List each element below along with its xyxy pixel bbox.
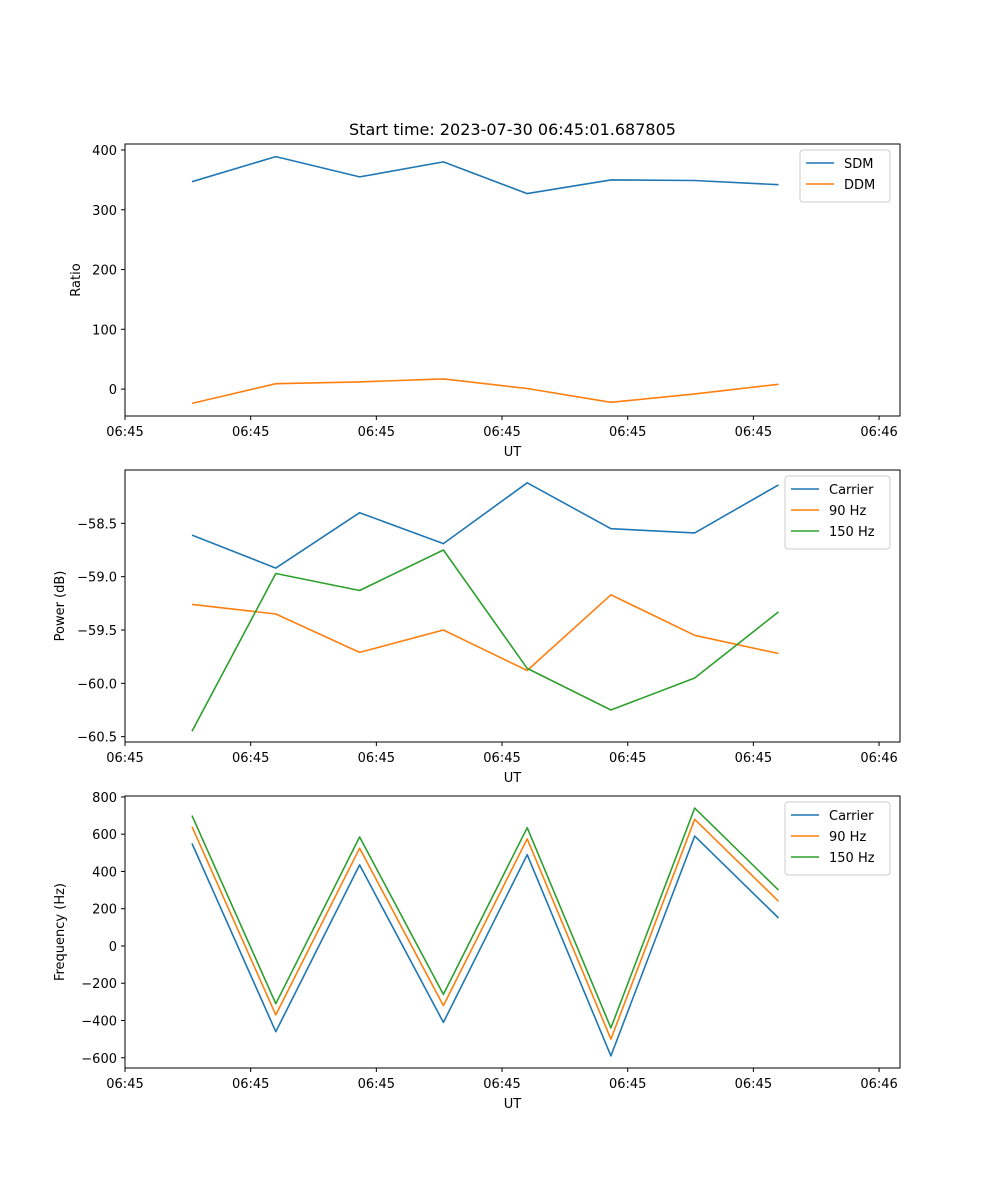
y-tick-label: −400 [81, 1014, 117, 1029]
series-line-carrier [191, 481, 779, 569]
legend-label: Carrier [829, 483, 874, 498]
series-line-90-hz [191, 818, 780, 1040]
y-tick-label: −600 [81, 1052, 117, 1067]
y-tick-label: −59.0 [77, 571, 117, 586]
y-axis-label: Frequency (Hz) [53, 883, 68, 981]
x-tick-label: 06:45 [483, 425, 520, 440]
x-axis-label: UT [504, 445, 522, 460]
y-tick-label: 200 [92, 903, 117, 918]
axes-frame [124, 469, 901, 743]
chart-panel-1: 06:45 06:45 06:45 06:45 06:45 06:45 06:46 0 100 2… [69, 143, 901, 460]
y-tick-label: 800 [92, 791, 117, 806]
y-tick-label: −59.5 [77, 624, 117, 639]
legend: SDM DDM [799, 149, 891, 203]
x-tick-label: 06:45 [106, 751, 143, 766]
x-tick-label: 06:46 [860, 751, 897, 766]
x-tick-label: 06:45 [609, 1077, 646, 1092]
series-line-sdm [191, 155, 779, 195]
figure-title: Start time: 2023-07-30 06:45:01.687805 [349, 120, 676, 139]
legend-label: 90 Hz [829, 504, 866, 519]
x-tick-label: 06:45 [106, 1077, 143, 1092]
y-tick-label: 0 [109, 940, 117, 955]
legend-label: DDM [844, 178, 875, 193]
x-tick-label: 06:45 [106, 425, 143, 440]
x-tick-label: 06:45 [483, 1077, 520, 1092]
series-line-150-hz [191, 807, 780, 1029]
legend: Carrier 90 Hz 150 Hz [784, 475, 891, 550]
x-tick-label: 06:45 [232, 1077, 269, 1092]
x-tick-label: 06:45 [483, 751, 520, 766]
y-tick-label: 200 [92, 264, 117, 279]
y-tick-label: 600 [92, 828, 117, 843]
axes-frame [124, 795, 901, 1069]
x-tick-label: 06:46 [860, 425, 897, 440]
y-axis-label: Ratio [69, 263, 84, 296]
x-tick-label: 06:45 [735, 1077, 772, 1092]
x-tick-label: 06:45 [609, 425, 646, 440]
series-line-90-hz [191, 593, 779, 672]
y-tick-label: −60.5 [77, 731, 117, 746]
x-tick-label: 06:45 [735, 751, 772, 766]
y-tick-label: 300 [92, 204, 117, 219]
y-tick-label: −200 [81, 977, 117, 992]
legend-label: 150 Hz [829, 525, 875, 540]
x-axis-label: UT [504, 771, 522, 786]
legend-label: 150 Hz [829, 851, 875, 866]
y-tick-label: 0 [109, 383, 117, 398]
x-tick-label: 06:45 [232, 425, 269, 440]
chart-panel-2: 06:45 06:45 06:45 06:45 06:45 06:45 06:46 −60.5… [53, 469, 901, 786]
series-line-150-hz [191, 549, 779, 732]
x-tick-label: 06:45 [609, 751, 646, 766]
y-tick-label: −58.5 [77, 517, 117, 532]
x-tick-label: 06:45 [358, 751, 395, 766]
axes-frame [124, 143, 901, 417]
y-tick-label: 400 [92, 144, 117, 159]
x-tick-label: 06:46 [860, 1077, 897, 1092]
legend-label: Carrier [829, 809, 874, 824]
x-tick-label: 06:45 [232, 751, 269, 766]
legend: Carrier 90 Hz 150 Hz [784, 801, 891, 876]
y-axis-label: Power (dB) [53, 571, 68, 642]
legend-label: 90 Hz [829, 830, 866, 845]
series-line-ddm [191, 378, 779, 405]
series-line-carrier [191, 835, 780, 1057]
x-tick-label: 06:45 [358, 425, 395, 440]
y-tick-label: 400 [92, 865, 117, 880]
y-tick-label: −60.0 [77, 677, 117, 692]
x-tick-label: 06:45 [358, 1077, 395, 1092]
y-tick-label: 100 [92, 323, 117, 338]
chart-panel-3: 06:45 06:45 06:45 06:45 06:45 06:45 06:46 −600 −… [53, 791, 901, 1112]
x-axis-label: UT [504, 1097, 522, 1112]
x-tick-label: 06:45 [735, 425, 772, 440]
legend-label: SDM [844, 157, 873, 172]
